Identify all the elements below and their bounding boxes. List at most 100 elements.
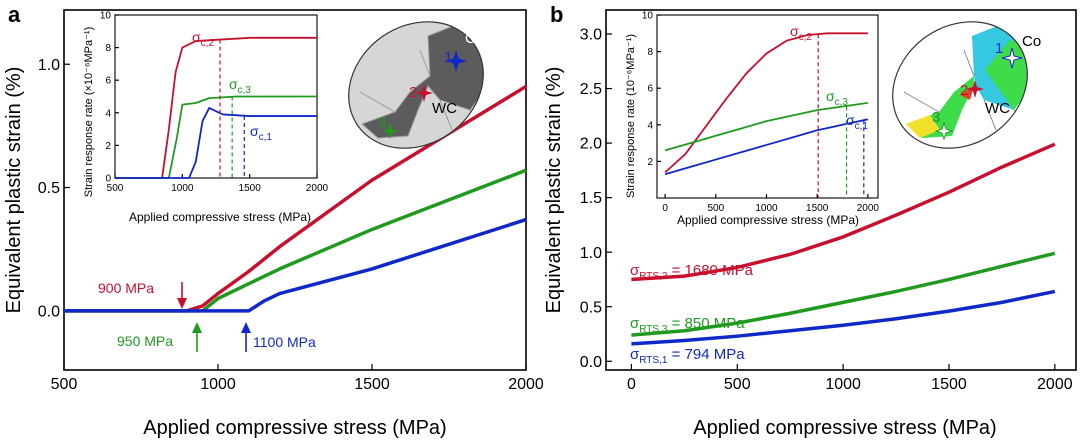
annotation-900-arrowhead (177, 298, 187, 309)
panel-a-lines (64, 84, 527, 313)
micro-a-point3-star-icon (382, 123, 398, 139)
panel-b-xtick-label: 500 (724, 376, 751, 393)
panel-b-lines (631, 142, 1056, 346)
panel-b-xtick-label: 1500 (931, 376, 967, 393)
panel-b-ytick-label: 1.5 (580, 190, 602, 207)
panel-a-inset-ytick-label: 6 (105, 76, 111, 87)
panel-a-inset: 500 1000 1500 2000 0 2 4 6 8 10 Applied compressi… (83, 11, 329, 225)
panel-a-inset-ylabel: Strain response rate (×10⁻⁶MPa⁻¹) (83, 27, 95, 198)
panel-b-xtick-label: 0 (627, 376, 636, 393)
micro-b-co-label: Co (1022, 33, 1041, 50)
micro-b-lower-phase-yellow (906, 115, 940, 138)
panel-b-ytick-label: 1.0 (580, 245, 602, 262)
panel-a-xtick-label: 1000 (200, 376, 236, 393)
panel-b-inset-lines (664, 32, 869, 198)
micro-b-point1-star-icon (1001, 47, 1023, 69)
panel-a-inset-xtick-label: 1500 (239, 183, 262, 194)
micro-b-grain-boundary (903, 49, 1035, 131)
panel-b-inset-ytick-label: 4 (647, 120, 653, 131)
label-rts3: σRTS,3 = 850 MPa (630, 315, 745, 335)
panel-b-xtick-label: 2000 (1037, 376, 1073, 393)
micro-b-point3-star-icon (934, 121, 954, 141)
micro-a-point2-star-icon (415, 84, 433, 102)
panel-a-inset-ytick-label: 0 (105, 174, 111, 185)
label-rts2: σRTS,2 = 1680 MPa (630, 262, 754, 282)
panel-b-frame (605, 9, 1077, 371)
panel-a-inset-ytick-label: 2 (105, 141, 111, 152)
panel-b-inset-xtick-label: 500 (707, 203, 724, 214)
panel-a-xtick-label: 500 (51, 376, 78, 393)
micro-b-outline (892, 21, 1028, 149)
panel-b-inset-series-red (664, 32, 868, 174)
inset-b-sigma-c3: σc,3 (826, 88, 848, 108)
annotation-900: 900 MPa (98, 280, 187, 309)
micro-a-outline (348, 21, 484, 149)
panel-b-inset-series-blue (664, 118, 869, 176)
panel-b-inset-ytick-label: 2 (647, 157, 653, 168)
panel-b-ytick-label: 2.0 (580, 136, 602, 153)
micro-b-point2-label: 2 (960, 82, 968, 99)
panel-b-inset-ytick-label: 6 (647, 84, 653, 95)
panel-b-xlabel: Applied compressive stress (MPa) (693, 417, 996, 439)
panel-b-ytick-label: 3.0 (580, 27, 602, 44)
panel-b-series-green (631, 251, 1056, 337)
panel-b-inset-xtick-label: 2000 (857, 203, 880, 214)
panel-b-inset-ylabel: Strain response rate (10⁻⁶MPa⁻¹) (625, 34, 637, 198)
panel-a-xtick-label: 1500 (354, 376, 390, 393)
inset-a-sigma-c3: σc,3 (229, 76, 251, 96)
panel-a-inset-xtick-label: 500 (107, 183, 124, 194)
micro-a-point3-label: 3 (378, 114, 386, 131)
annotation-950: 950 MPa (117, 322, 202, 352)
panel-b-letter: b (550, 2, 563, 27)
inset-a-sigma-c2: σc,2 (192, 29, 214, 49)
annotation-1100-arrowhead (241, 322, 251, 333)
panel-b-inset-xtick-label: 1000 (755, 203, 778, 214)
annotation-950-arrowhead (192, 322, 202, 333)
panel-b-ytick-label: 0.5 (580, 299, 602, 316)
micro-a-point1-star-icon (445, 50, 467, 72)
inset-b-sigma-c1: σc,1 (846, 112, 868, 132)
panel-b-ylabel: Equivalent plastic strain (%) (543, 67, 565, 314)
panel-a-inset-ticks: 500 1000 1500 2000 0 2 4 6 8 10 (100, 11, 329, 195)
panel-a-xlabel: Applied compressive stress (MPa) (143, 417, 446, 439)
micro-a-grain-boundary (359, 49, 491, 131)
annotation-1100-label: 1100 MPa (253, 334, 316, 350)
panel-b-microstructure: Co WC 1 2 3 (874, 10, 1053, 170)
micro-b-point2-star-icon (966, 80, 984, 98)
panel-a-inset-series-blue (115, 107, 317, 179)
panel-a-series-blue (64, 217, 527, 313)
micro-b-point1-label: 1 (995, 40, 1003, 57)
panel-b-inset-series-green (664, 101, 868, 152)
panel-a-frame (63, 9, 527, 371)
panel-a-ytick-label: 0.0 (38, 303, 60, 320)
panel-b-xtick-label: 1000 (825, 376, 861, 393)
panel-a-inset-ytick-label: 8 (105, 43, 111, 54)
micro-b-wc-label: WC (985, 100, 1010, 117)
panel-b-inset-xlabel: Applied compressive stress (MPa) (677, 213, 859, 227)
annotation-1100: 1100 MPa (241, 322, 316, 352)
inset-b-sigma-c2: σc,2 (790, 23, 812, 43)
panel-b-series-red (631, 142, 1056, 282)
label-rts1: σRTS,1 = 794 MPa (630, 346, 745, 366)
annotation-950-label: 950 MPa (117, 333, 173, 349)
panel-b-inset-ticks: 0 500 1000 1500 2000 2 4 6 8 10 (642, 11, 880, 215)
panel-a-microstructure: Co WC 1 2 3 (330, 10, 509, 170)
micro-a-co-label: Co (465, 30, 484, 47)
panel-b-ytick-label: 0.0 (580, 354, 602, 371)
panel-a-ylabel: Equivalent plastic strain (%) (3, 67, 25, 314)
micro-a-point1-label: 1 (444, 49, 452, 66)
panel-b-inset-xtick-label: 1500 (806, 203, 829, 214)
panel-b-inset-ytick-label: 8 (647, 47, 653, 58)
panel-b-series-blue (631, 289, 1056, 346)
panel-a-ytick-label: 1.0 (38, 57, 60, 74)
panel-a-inset-xlabel: Applied compressive stress (MPa) (129, 210, 311, 224)
micro-a-wc-label: WC (432, 100, 457, 117)
panel-a-letter: a (8, 2, 21, 27)
panel-a-inset-series-red (115, 36, 317, 179)
panel-b-inset-xtick-label: 0 (662, 203, 668, 214)
panel-a-inset-ytick-label: 10 (100, 11, 112, 22)
panel-b-ytick-label: 2.5 (580, 81, 602, 98)
